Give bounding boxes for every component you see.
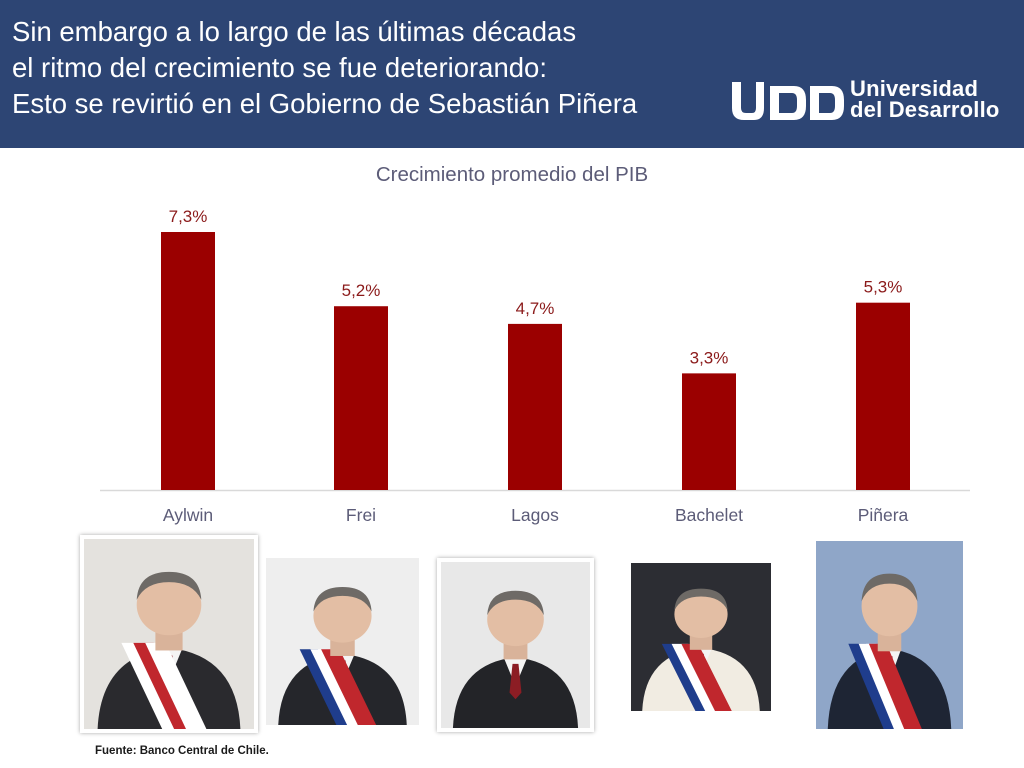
udd-logo: Universidad del Desarrollo — [728, 78, 1008, 128]
bar-piñera — [856, 302, 910, 490]
source-note: Fuente: Banco Central de Chile. — [95, 745, 269, 757]
bar-frei — [334, 306, 388, 490]
category-label-bachelet: Bachelet — [675, 505, 743, 525]
data-label-bachelet: 3,3% — [690, 348, 729, 367]
page-title: Sin embargo a lo largo de las últimas dé… — [12, 14, 732, 122]
data-label-lagos: 4,7% — [516, 299, 555, 318]
bar-lagos — [508, 323, 562, 490]
chart-title: Crecimiento promedio del PIB — [375, 163, 649, 186]
category-label-frei: Frei — [346, 505, 376, 525]
portrait-piñera-illustration — [816, 541, 963, 729]
title-line-3: Esto se revirtió en el Gobierno de Sebas… — [12, 88, 638, 119]
title-line-2: el ritmo del crecimiento se fue deterior… — [12, 52, 547, 83]
data-label-aylwin: 7,3% — [169, 207, 208, 226]
category-label-aylwin: Aylwin — [163, 505, 213, 525]
portrait-bachelet-illustration — [631, 563, 771, 711]
photo-aylwin — [80, 535, 258, 733]
bar-bachelet — [682, 373, 736, 490]
photo-bachelet — [631, 563, 771, 711]
udd-logo-mark — [732, 82, 844, 120]
portrait-lagos-illustration — [441, 562, 590, 728]
logo-line-2: del Desarrollo — [850, 97, 1000, 122]
bar-chart: 7,3% Aylwin 5,2% Frei 4,7% Lagos 3,3% Bachelet 5… — [100, 207, 970, 525]
portrait-frei-illustration — [266, 558, 419, 725]
category-label-piñera: Piñera — [858, 505, 909, 525]
bar-aylwin — [161, 232, 215, 490]
photo-frei — [266, 558, 419, 725]
logo-line-1: Universidad — [850, 76, 979, 101]
title-line-1: Sin embargo a lo largo de las últimas dé… — [12, 16, 577, 47]
header-banner: Sin embargo a lo largo de las últimas dé… — [0, 0, 1024, 148]
data-label-frei: 5,2% — [342, 281, 381, 300]
udd-logo-text: Universidad del Desarrollo — [850, 76, 1000, 122]
photo-pinera — [816, 541, 963, 729]
portrait-aylwin-illustration — [84, 539, 254, 729]
data-label-piñera: 5,3% — [864, 278, 903, 297]
photo-lagos — [437, 558, 594, 732]
category-label-lagos: Lagos — [511, 505, 559, 525]
